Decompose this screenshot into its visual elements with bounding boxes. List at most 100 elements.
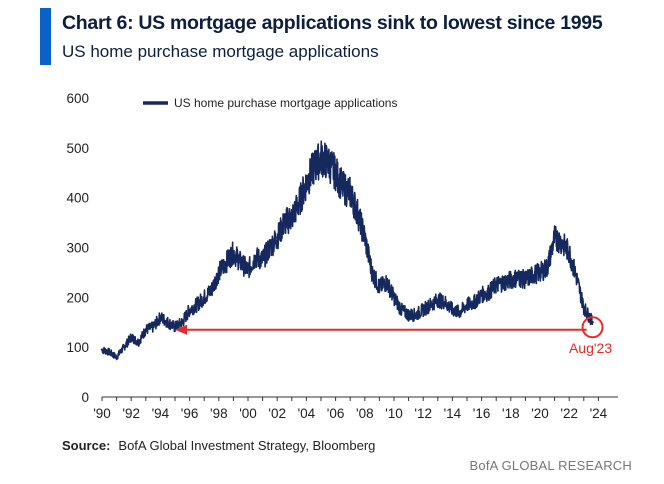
data-point <box>443 301 447 304</box>
x-tick-label: '98 <box>210 406 228 421</box>
data-point <box>407 313 410 316</box>
x-tick-label: '22 <box>560 406 578 421</box>
data-point <box>151 326 155 329</box>
data-point <box>370 271 374 274</box>
x-tick-label: '10 <box>385 406 403 421</box>
data-point <box>363 236 366 239</box>
data-point <box>246 268 250 272</box>
source-note: Source: BofA Global Investment Strategy, … <box>62 438 375 453</box>
data-point <box>586 313 590 316</box>
accent-bar <box>40 8 51 65</box>
data-point <box>334 171 337 174</box>
data-point <box>305 181 308 184</box>
data-point <box>144 328 147 331</box>
data-point <box>414 313 418 316</box>
data-point <box>232 251 235 254</box>
data-point <box>495 283 498 287</box>
y-tick-label: 400 <box>66 191 89 206</box>
data-point <box>115 355 118 359</box>
data-point <box>254 256 257 259</box>
source-label: Source: <box>62 438 111 453</box>
data-point <box>224 261 228 264</box>
data-point <box>108 350 111 354</box>
data-point <box>203 296 206 299</box>
y-tick-label: 0 <box>81 390 89 405</box>
data-point <box>400 308 403 311</box>
data-point <box>524 278 527 282</box>
data-point <box>276 236 279 239</box>
x-tick-label: '94 <box>152 406 170 421</box>
data-point <box>429 303 432 307</box>
annotation-label: Aug'23 <box>569 340 612 356</box>
data-point <box>341 186 345 189</box>
annotation-layer: Aug'23 <box>175 316 612 356</box>
data-point <box>195 303 199 307</box>
data-point <box>356 211 359 214</box>
data-point <box>458 311 461 314</box>
data-point <box>181 321 184 324</box>
x-tick-label: '90 <box>93 406 111 421</box>
brand-footer: BofA GLOBAL RESEARCH <box>469 458 632 473</box>
data-point <box>217 271 220 274</box>
data-point <box>451 308 454 311</box>
x-tick-label: '06 <box>327 406 345 421</box>
x-tick-label: '24 <box>590 406 608 421</box>
data-point <box>188 308 191 311</box>
data-point <box>349 191 352 194</box>
x-tick-label: '02 <box>268 406 286 421</box>
data-point <box>378 286 381 289</box>
data-point <box>560 241 564 244</box>
data-point <box>582 306 585 309</box>
data-point <box>122 345 126 349</box>
data-point <box>166 321 169 324</box>
x-tick-label: '92 <box>122 406 140 421</box>
data-point <box>268 246 272 249</box>
data-point <box>538 271 542 274</box>
data-point <box>210 288 213 292</box>
y-tick-label: 300 <box>66 241 89 256</box>
data-point <box>509 278 512 282</box>
data-point <box>130 336 133 339</box>
data-point <box>297 201 301 204</box>
data-point <box>568 251 571 254</box>
x-axis-ticks: '90 '92 '94 '96 '98 '00 '02 '04 '06 '08 '10 '12 '14 '… <box>93 396 618 421</box>
x-tick-label: '20 <box>531 406 549 421</box>
data-point <box>553 236 556 239</box>
data-point <box>422 308 425 311</box>
data-point <box>312 166 315 169</box>
line-chart: 0 100 200 300 400 500 600 '90 '92 '94 '96 '98 '00 '0… <box>66 91 618 421</box>
data-point <box>239 261 242 264</box>
data-point <box>487 291 491 294</box>
y-tick-label: 500 <box>66 141 89 156</box>
data-point <box>283 221 286 224</box>
data-point <box>473 301 476 304</box>
x-tick-label: '16 <box>473 406 491 421</box>
data-point <box>465 303 469 307</box>
data-point <box>327 161 330 164</box>
data-point <box>516 276 520 279</box>
x-tick-label: '12 <box>414 406 432 421</box>
annotation-circle <box>581 316 604 339</box>
y-tick-label: 200 <box>66 290 89 305</box>
x-tick-label: '14 <box>444 406 462 421</box>
x-tick-label: '18 <box>502 406 520 421</box>
annotation-arrowhead <box>175 324 187 335</box>
chart-title: Chart 6: US mortgage applications sink t… <box>62 12 603 34</box>
data-point <box>385 281 388 284</box>
data-point <box>502 281 505 284</box>
y-axis-ticks: 0 100 200 300 400 500 600 <box>66 91 89 405</box>
data-point <box>137 340 140 344</box>
x-tick-label: '96 <box>181 406 199 421</box>
data-point <box>159 316 162 319</box>
x-tick-label: '08 <box>356 406 374 421</box>
data-point <box>173 326 177 329</box>
x-tick-label: '00 <box>239 406 257 421</box>
data-point <box>261 258 264 262</box>
data-point <box>531 273 534 277</box>
series-layer <box>100 140 594 361</box>
x-tick-label: '04 <box>298 406 316 421</box>
data-point <box>480 293 483 297</box>
chart-subtitle: US home purchase mortgage applications <box>62 42 379 61</box>
data-point <box>392 296 396 299</box>
data-point <box>591 321 594 324</box>
